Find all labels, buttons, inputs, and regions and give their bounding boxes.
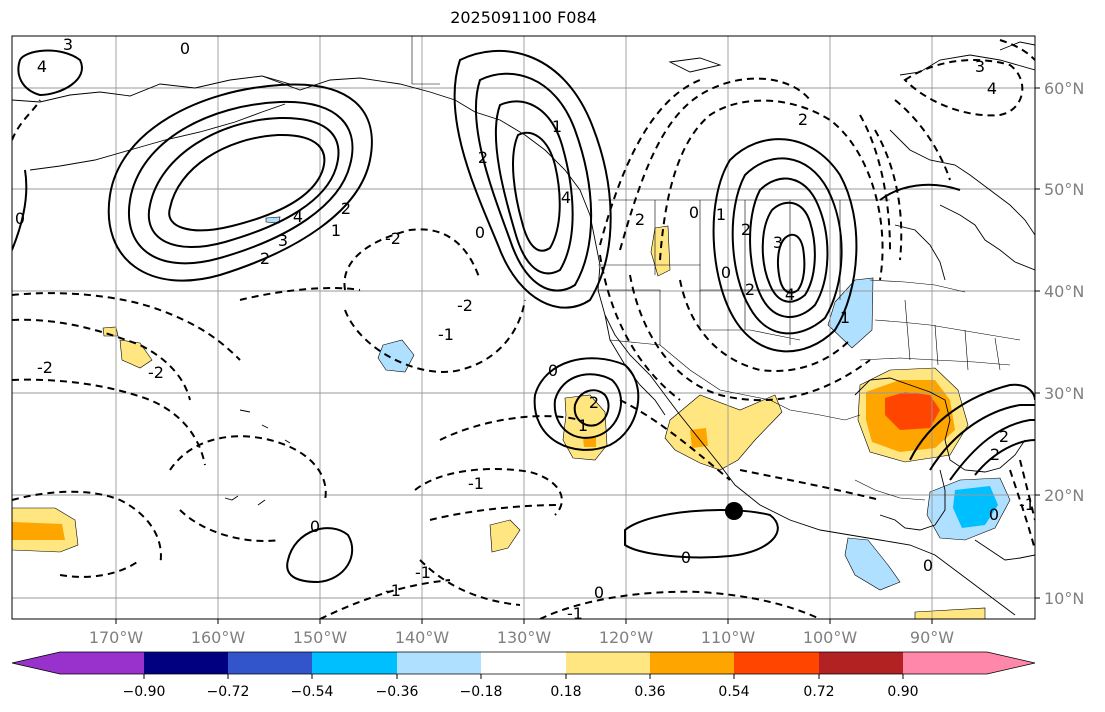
- colorbar-segment: [144, 652, 228, 674]
- contour-label: -1: [385, 581, 401, 600]
- colorbar-segment: [481, 652, 566, 674]
- lon-tick-label: 150°W: [293, 628, 348, 647]
- lat-tick-label: 50°N: [1044, 180, 1084, 199]
- contour-label: 2: [260, 249, 270, 268]
- colorbar-tick-label: 0.72: [803, 684, 834, 700]
- dashed-contours: [12, 39, 1035, 619]
- contour-labels: 3 4 4 3 2 0 1 2 2 4 0 1 2 3 4 2 0 0 2 2 …: [15, 35, 1035, 623]
- colorbar-tick-label: −0.18: [460, 684, 503, 700]
- contour-label: 4: [293, 207, 303, 226]
- contour-label: 4: [37, 57, 47, 76]
- colorbar-extend-low: [12, 652, 60, 674]
- lat-tick-label: 10°N: [1044, 589, 1084, 608]
- contour-label: 1: [716, 205, 726, 224]
- latitude-labels: 60°N 50°N 40°N 30°N 20°N 10°N: [1044, 79, 1084, 608]
- colorbar-segment: [312, 652, 397, 674]
- contour-label: 2: [635, 210, 645, 229]
- axis-ticks: [115, 87, 1040, 624]
- contour-label: 4: [785, 285, 795, 304]
- colorbar-tick-label: −0.54: [291, 684, 334, 700]
- contour-label: -1: [1019, 495, 1035, 514]
- contour-label: 2: [798, 110, 808, 129]
- contour-label: 4: [561, 188, 571, 207]
- contour-label: -2: [37, 358, 53, 377]
- colorbar-tick-label: 0.18: [550, 684, 581, 700]
- contour-label: 0: [721, 263, 731, 282]
- contour-label: 0: [180, 39, 190, 58]
- longitude-labels: 170°W 160°W 150°W 140°W 130°W 120°W 110°…: [89, 628, 954, 647]
- lon-tick-label: 120°W: [599, 628, 654, 647]
- lon-tick-label: 160°W: [191, 628, 246, 647]
- contour-label: 1: [331, 221, 341, 240]
- colorbar-tick-label: 0.90: [887, 684, 918, 700]
- contour-label: 3: [63, 35, 73, 54]
- lon-tick-label: 140°W: [395, 628, 450, 647]
- colorbar-tick-label: −0.36: [376, 684, 419, 700]
- colorbar-segment: [60, 652, 144, 674]
- lon-tick-label: 110°W: [701, 628, 756, 647]
- contour-label: 0: [989, 505, 999, 524]
- contour-label: 2: [745, 280, 755, 299]
- contour-label: 0: [594, 583, 604, 602]
- lon-tick-label: 90°W: [910, 628, 954, 647]
- colorbar-tick-label: −0.72: [207, 684, 250, 700]
- contour-label: 2: [589, 393, 599, 412]
- colorbar-tick-label: 0.54: [718, 684, 749, 700]
- lon-tick-label: 100°W: [803, 628, 858, 647]
- contour-label: 0: [15, 209, 25, 228]
- contour-label: 1: [578, 416, 588, 435]
- contour-label: 3: [278, 231, 288, 250]
- colorbar-segment: [228, 652, 312, 674]
- contour-label: -1: [438, 325, 454, 344]
- colorbar-segment: [650, 652, 734, 674]
- colorbar-extend-high: [987, 652, 1035, 674]
- solid-contours: [12, 49, 1035, 584]
- lat-tick-label: 30°N: [1044, 384, 1084, 403]
- contour-label: 2: [341, 199, 351, 218]
- colorbar-segment: [903, 652, 987, 674]
- figure-title: 2025091100 F084: [450, 8, 597, 27]
- contour-label: -1: [468, 474, 484, 493]
- lon-tick-label: 170°W: [89, 628, 144, 647]
- contour-label: -2: [148, 363, 164, 382]
- contour-label: 2: [990, 445, 1000, 464]
- colorbar-tick-label: 0.36: [634, 684, 665, 700]
- contour-label: 1: [552, 117, 562, 136]
- contour-label: 0: [689, 203, 699, 222]
- contour-label: 3: [975, 57, 985, 76]
- colorbar-segment: [397, 652, 481, 674]
- contour-label: 0: [310, 517, 320, 536]
- contour-label: -2: [385, 229, 401, 248]
- lat-tick-label: 40°N: [1044, 282, 1084, 301]
- contour-label: 0: [548, 361, 558, 380]
- lon-tick-label: 130°W: [497, 628, 552, 647]
- colorbar-segment: [566, 652, 650, 674]
- contour-label: -2: [457, 296, 473, 315]
- contour-label: 0: [681, 548, 691, 567]
- contour-label: 0: [475, 223, 485, 242]
- colorbar-tick-label: −0.90: [123, 684, 166, 700]
- map-area: 3 4 4 3 2 0 1 2 2 4 0 1 2 3 4 2 0 0 2 2 …: [12, 35, 1035, 623]
- contour-label: 2: [999, 427, 1009, 446]
- colorbar: −0.90 −0.72 −0.54 −0.36 −0.18 0.18 0.36 …: [11, 651, 1036, 700]
- lat-tick-label: 60°N: [1044, 79, 1084, 98]
- contour-label: 0: [923, 556, 933, 575]
- contour-label: 3: [773, 233, 783, 252]
- colorbar-segment: [819, 652, 903, 674]
- contour-label: 2: [741, 220, 751, 239]
- colorbar-segment: [734, 652, 819, 674]
- contour-label: 2: [478, 148, 488, 167]
- contour-label: 1: [840, 308, 850, 327]
- location-marker: [725, 502, 743, 520]
- contour-label: -1: [415, 563, 431, 582]
- lat-tick-label: 20°N: [1044, 486, 1084, 505]
- contour-label: 4: [987, 79, 997, 98]
- contour-label: -1: [567, 604, 583, 623]
